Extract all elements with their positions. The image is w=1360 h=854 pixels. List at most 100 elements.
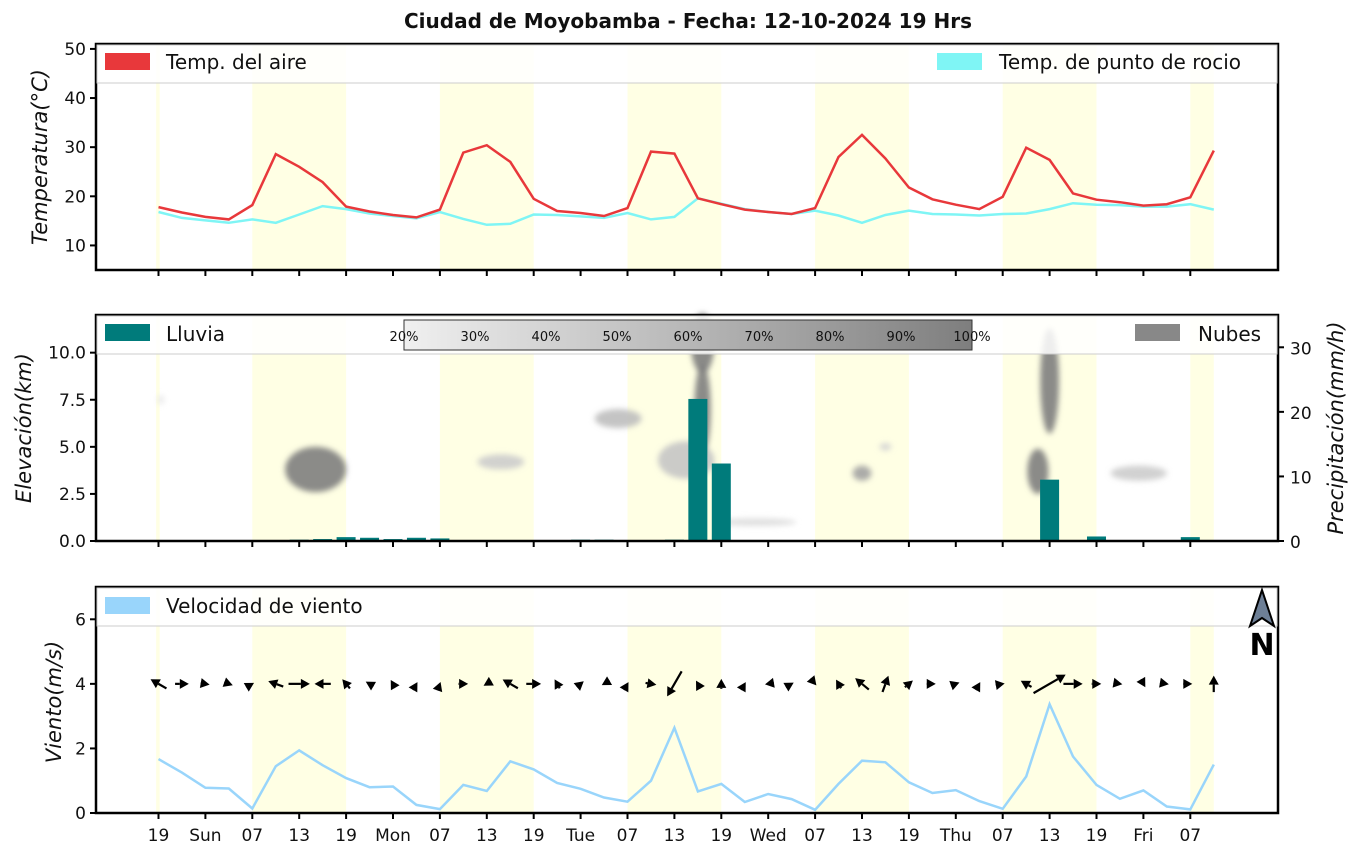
x-tick-label: 19 bbox=[898, 826, 920, 846]
rain-bar bbox=[1180, 537, 1200, 541]
wind-direction-arrow bbox=[949, 680, 960, 691]
temperature-y-axis-label: Temperatura(°C) bbox=[28, 69, 52, 245]
wind-direction-arrow bbox=[432, 681, 443, 693]
colorbar-tick-label: 100% bbox=[953, 330, 990, 345]
wind-direction-arrow bbox=[1032, 674, 1066, 695]
clouds-legend-swatch bbox=[1135, 324, 1180, 341]
x-tick-label: 19 bbox=[710, 826, 732, 846]
wind-axes-frame bbox=[94, 585, 1280, 815]
temperature-y-tick-label: 40 bbox=[64, 89, 86, 109]
wind-direction-arrow bbox=[994, 680, 1005, 690]
wind-direction-arrow bbox=[1091, 678, 1102, 689]
wind-direction-arrow bbox=[408, 682, 418, 693]
daylight-band bbox=[156, 587, 160, 813]
wind-direction-arrow bbox=[736, 682, 746, 693]
wind-y-tick-label: 2 bbox=[75, 739, 86, 759]
colorbar-tick-label: 80% bbox=[816, 330, 845, 345]
elevation-y-tick-label: 7.5 bbox=[59, 391, 86, 411]
wind-direction-arrow bbox=[222, 677, 233, 687]
north-arrow-icon: N bbox=[1248, 586, 1276, 663]
x-tick-label: 07 bbox=[804, 826, 826, 846]
wind-panel: 0 2 4 6 Viento(m/s) Velocidad de viento N bbox=[42, 585, 1280, 824]
wind-direction-arrow bbox=[806, 675, 817, 686]
cloud-cell bbox=[285, 446, 347, 493]
wind-direction-arrow bbox=[458, 678, 469, 689]
colorbar-tick-label: 30% bbox=[461, 330, 490, 345]
wind-direction-arrow bbox=[243, 682, 255, 692]
wind-direction-arrow bbox=[1183, 678, 1193, 689]
colorbar-tick-label: 50% bbox=[603, 330, 632, 345]
wind-direction-arrow bbox=[971, 682, 981, 693]
wind-direction-arrow bbox=[175, 678, 189, 689]
rain-cloud-legend: Lluvia Nubes 20% 30% 40% 50% 60% 70% 80% 90% 100… bbox=[96, 315, 1278, 355]
temperature-axes-frame bbox=[94, 42, 1280, 272]
wind-speed-legend-label: Velocidad de viento bbox=[166, 594, 363, 618]
wind-direction-arrow bbox=[1020, 680, 1033, 690]
wind-y-tick-label: 0 bbox=[75, 804, 86, 824]
cloud-cell bbox=[1040, 328, 1059, 434]
x-tick-label: Tue bbox=[565, 826, 595, 846]
rain-bar bbox=[360, 537, 380, 541]
wind-legend-box bbox=[96, 587, 1278, 627]
elevation-y-tick-label: 5.0 bbox=[59, 438, 86, 458]
x-tick-label: 13 bbox=[664, 826, 686, 846]
wind-direction-arrow bbox=[1112, 677, 1123, 688]
wind-direction-arrow bbox=[765, 677, 775, 688]
x-tick-label: 13 bbox=[476, 826, 498, 846]
wind-direction-arrow bbox=[619, 682, 629, 693]
x-tick-label: 07 bbox=[1179, 826, 1201, 846]
wind-direction-arrow bbox=[342, 679, 352, 690]
cloud-cell bbox=[157, 395, 165, 405]
x-tick-label: Wed bbox=[750, 826, 787, 846]
cloud-cell bbox=[852, 465, 872, 481]
temperature-legend: Temp. del aire Temp. de punto de rocio bbox=[96, 44, 1278, 84]
rain-bar bbox=[336, 537, 356, 541]
wind-direction-arrow bbox=[880, 675, 891, 693]
colorbar-tick-label: 40% bbox=[532, 330, 561, 345]
wind-direction-arrow bbox=[855, 678, 870, 691]
wind-y-tick-label: 4 bbox=[75, 675, 86, 695]
wind-direction-arrow bbox=[696, 680, 705, 691]
x-tick-label: Fri bbox=[1133, 826, 1153, 846]
air-temperature-line bbox=[158, 133, 1215, 221]
precipitation-y-axis-label: Precipitación(mm/h) bbox=[1324, 321, 1348, 534]
x-tick-label: 19 bbox=[1086, 826, 1108, 846]
x-tick-label: 07 bbox=[992, 826, 1014, 846]
elevation-y-tick-label: 2.5 bbox=[59, 485, 86, 505]
x-tick-label: Sun bbox=[189, 826, 221, 846]
wind-direction-arrow bbox=[199, 678, 210, 688]
x-tick-label: 19 bbox=[148, 826, 170, 846]
wind-direction-arrow bbox=[526, 678, 542, 689]
cloud-cell bbox=[716, 518, 797, 526]
daylight-band bbox=[1190, 315, 1214, 541]
colorbar-tick-label: 20% bbox=[390, 330, 419, 345]
elevation-y-axis-label: Elevación(km) bbox=[12, 353, 36, 503]
rain-cloud-panel: 0.0 2.5 5.0 7.5 10.0 0 10 20 30 Elevación(km) P… bbox=[12, 313, 1348, 553]
wind-direction-arrow bbox=[288, 678, 310, 689]
temperature-y-tick-label: 20 bbox=[64, 187, 86, 207]
temperature-panel: 10 20 30 40 50 Temperatura(°C) Temp. del air… bbox=[28, 40, 1280, 272]
air-temperature-legend-swatch bbox=[105, 53, 150, 70]
rain-bar bbox=[711, 463, 731, 541]
cloud-cell bbox=[477, 454, 525, 470]
dew-point-legend-label: Temp. de punto de rocio bbox=[998, 50, 1241, 74]
wind-direction-arrow bbox=[554, 679, 564, 690]
wind-direction-arrow bbox=[502, 679, 519, 690]
rain-bar bbox=[688, 398, 708, 541]
dew-point-line bbox=[158, 196, 1215, 227]
daylight-band bbox=[156, 315, 160, 541]
precipitation-y-tick-label: 10 bbox=[1290, 468, 1312, 488]
wind-legend: Velocidad de viento bbox=[96, 587, 1278, 627]
x-tick-label: 07 bbox=[241, 826, 263, 846]
wind-direction-arrow bbox=[1063, 678, 1083, 689]
rain-legend-swatch bbox=[105, 324, 150, 341]
temperature-y-tick-label: 30 bbox=[64, 138, 86, 158]
rain-bar bbox=[430, 538, 450, 541]
x-tick-label: 13 bbox=[288, 826, 310, 846]
precipitation-y-tick-label: 0 bbox=[1290, 533, 1301, 553]
wind-direction-arrow bbox=[390, 679, 400, 691]
wind-speed-line bbox=[157, 700, 1215, 812]
temperature-y-tick-label: 50 bbox=[64, 40, 86, 60]
wind-direction-arrow bbox=[926, 678, 936, 689]
